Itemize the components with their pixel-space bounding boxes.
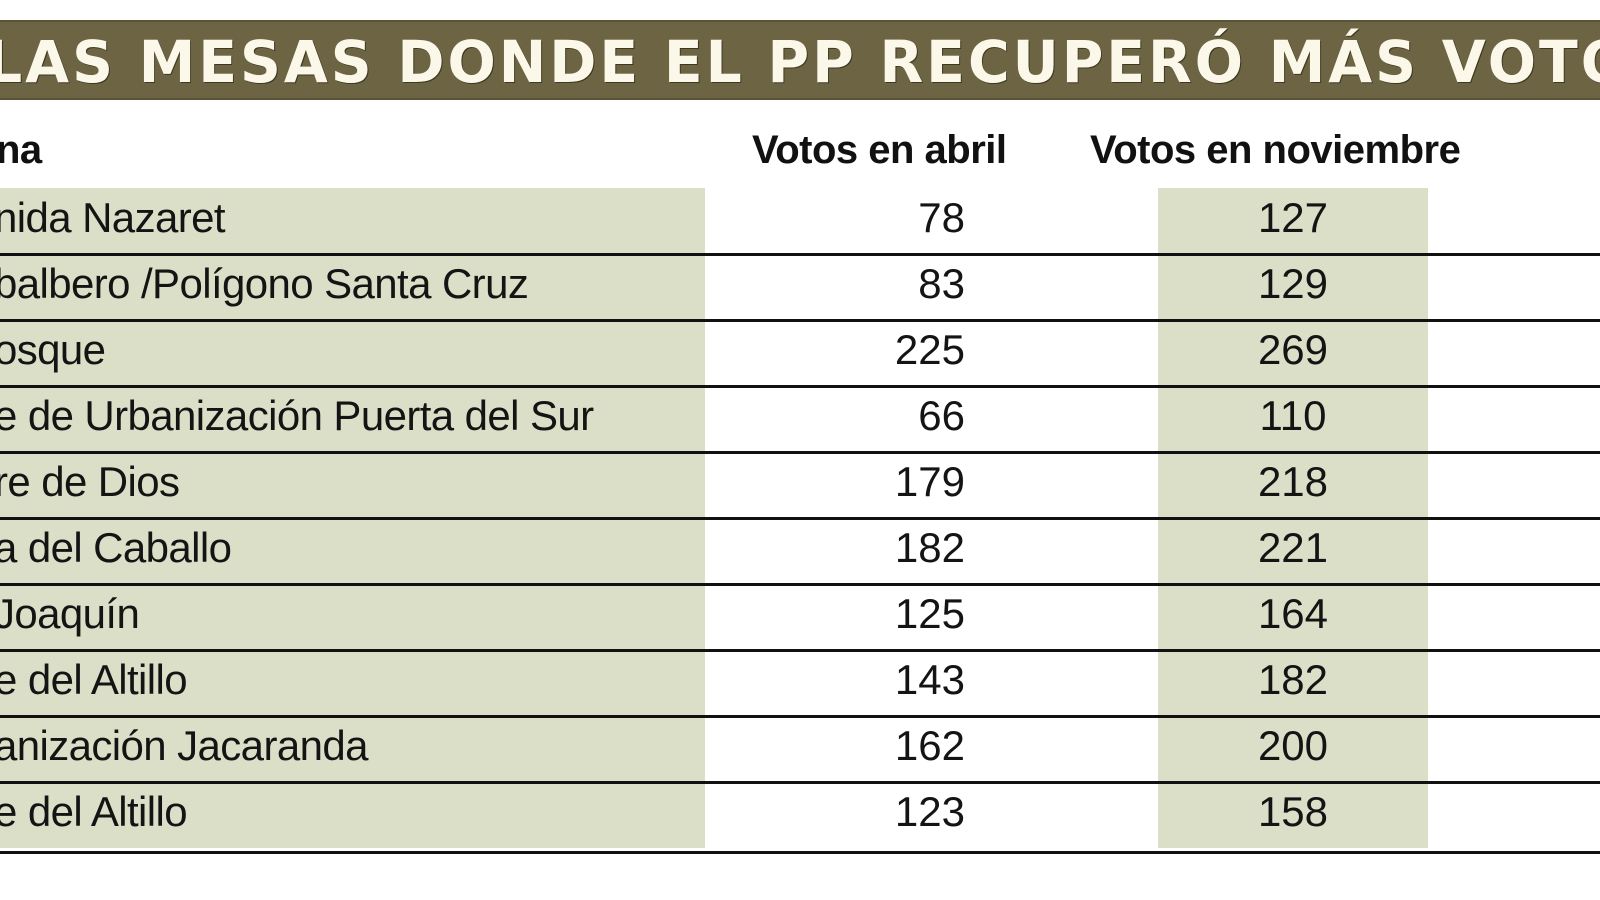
cell-april: 66 xyxy=(918,392,965,439)
row-divider xyxy=(0,781,1600,784)
row-divider xyxy=(0,517,1600,520)
cell-november: 127 xyxy=(1257,194,1329,241)
row-divider xyxy=(0,319,1600,322)
row-divider xyxy=(0,253,1600,256)
cell-name: anización Jacaranda xyxy=(0,722,368,769)
table-row: nida Nazaret 78 127 xyxy=(0,188,1600,256)
column-header-april: Votos en abril xyxy=(752,128,1007,172)
cell-name: nida Nazaret xyxy=(0,194,226,241)
cell-november: 200 xyxy=(1257,722,1329,769)
table-row: e de Urbanización Puerta del Sur 66 110 xyxy=(0,386,1600,454)
row-divider xyxy=(0,851,1600,854)
cell-april: 162 xyxy=(894,722,965,769)
column-header-november: Votos en noviembre xyxy=(1090,128,1461,172)
table-row: anización Jacaranda 162 200 xyxy=(0,716,1600,784)
cell-name: e del Altillo xyxy=(0,656,188,703)
cell-april: 78 xyxy=(918,194,965,241)
cell-name: osque xyxy=(0,326,106,373)
row-divider xyxy=(0,583,1600,586)
table-row: balbero /Polígono Santa Cruz 83 129 xyxy=(0,254,1600,322)
cell-november: 164 xyxy=(1257,590,1329,637)
table-row: a del Caballo 182 221 xyxy=(0,518,1600,586)
cell-april: 143 xyxy=(894,656,965,703)
cell-name: e de Urbanización Puerta del Sur xyxy=(0,392,594,439)
cell-april: 225 xyxy=(894,326,965,373)
table-row: e del Altillo 123 158 xyxy=(0,782,1600,854)
cell-name: e del Altillo xyxy=(0,788,188,835)
cell-april: 125 xyxy=(894,590,965,637)
row-divider xyxy=(0,715,1600,718)
cell-november: 269 xyxy=(1257,326,1329,373)
cell-november: 158 xyxy=(1257,788,1329,835)
title-band: LAS MESAS DONDE EL PP RECUPERÓ MÁS VOTOS xyxy=(0,20,1600,100)
cell-name: balbero /Polígono Santa Cruz xyxy=(0,260,529,307)
cell-name: a del Caballo xyxy=(0,524,232,571)
cell-april: 123 xyxy=(894,788,965,835)
table-row: osque 225 269 xyxy=(0,320,1600,388)
table-row: e del Altillo 143 182 xyxy=(0,650,1600,718)
cell-april: 179 xyxy=(894,458,965,505)
cell-april: 83 xyxy=(918,260,965,307)
cell-november: 129 xyxy=(1257,260,1329,307)
table-title: LAS MESAS DONDE EL PP RECUPERÓ MÁS VOTOS xyxy=(0,28,1600,96)
row-divider xyxy=(0,385,1600,388)
cell-name: Joaquín xyxy=(0,590,140,637)
table-row: re de Dios 179 218 xyxy=(0,452,1600,520)
table-body: nida Nazaret 78 127 balbero /Polígono Sa… xyxy=(0,188,1600,854)
cell-november: 110 xyxy=(1259,392,1327,439)
row-divider xyxy=(0,451,1600,454)
table-row: Joaquín 125 164 xyxy=(0,584,1600,652)
row-divider xyxy=(0,649,1600,652)
cell-name: re de Dios xyxy=(0,458,180,505)
cell-april: 182 xyxy=(894,524,965,571)
cell-november: 218 xyxy=(1257,458,1329,505)
column-header-name: na xyxy=(0,128,42,172)
cell-november: 221 xyxy=(1257,524,1329,571)
cell-november: 182 xyxy=(1257,656,1329,703)
